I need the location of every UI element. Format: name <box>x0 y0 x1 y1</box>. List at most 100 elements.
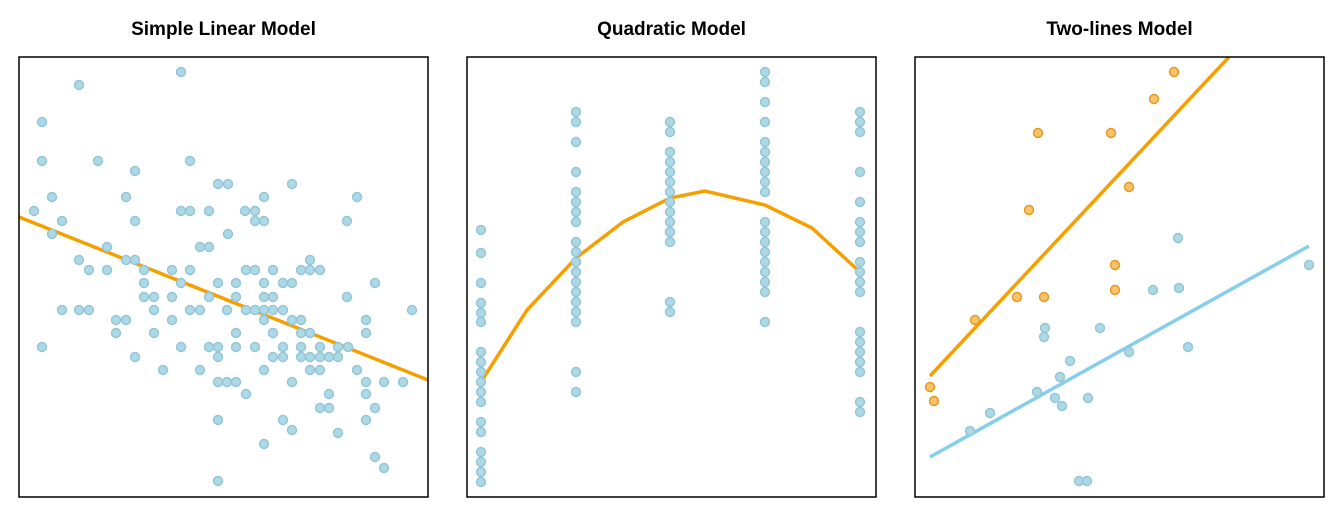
point <box>28 205 40 217</box>
point <box>203 241 215 253</box>
fit-line <box>928 57 1231 378</box>
point <box>129 254 141 266</box>
point <box>277 304 289 316</box>
point <box>175 341 187 353</box>
point <box>475 356 487 368</box>
point <box>759 226 771 238</box>
point <box>570 306 582 318</box>
point <box>341 215 353 227</box>
point <box>475 307 487 319</box>
point <box>1182 341 1194 353</box>
point <box>175 66 187 78</box>
point <box>332 427 344 439</box>
point <box>286 314 298 326</box>
point <box>1056 400 1068 412</box>
point <box>854 406 866 418</box>
point <box>249 264 261 276</box>
point <box>129 215 141 227</box>
point <box>148 291 160 303</box>
point <box>360 376 372 388</box>
point <box>295 314 307 326</box>
point <box>222 178 234 190</box>
point <box>475 456 487 468</box>
point <box>570 386 582 398</box>
point <box>475 466 487 478</box>
point <box>1032 127 1044 139</box>
point <box>304 327 316 339</box>
point <box>1049 392 1061 404</box>
point <box>664 166 676 178</box>
point <box>184 264 196 276</box>
point <box>1064 355 1076 367</box>
point <box>1038 331 1050 343</box>
point <box>397 376 409 388</box>
point <box>249 341 261 353</box>
point <box>924 381 936 393</box>
point <box>258 304 270 316</box>
point <box>570 276 582 288</box>
point <box>854 326 866 338</box>
point <box>664 146 676 158</box>
point <box>129 351 141 363</box>
point <box>1147 284 1159 296</box>
point <box>475 366 487 378</box>
point <box>277 341 289 353</box>
point <box>475 416 487 428</box>
point <box>664 126 676 138</box>
point <box>664 196 676 208</box>
panel: Two-lines Model <box>914 19 1325 498</box>
point <box>203 205 215 217</box>
point <box>854 226 866 238</box>
point <box>184 304 196 316</box>
point <box>1172 232 1184 244</box>
point <box>166 314 178 326</box>
point <box>36 341 48 353</box>
point <box>854 336 866 348</box>
point <box>341 291 353 303</box>
point <box>212 414 224 426</box>
point <box>203 291 215 303</box>
point <box>73 304 85 316</box>
point <box>295 264 307 276</box>
point <box>304 264 316 276</box>
point <box>854 266 866 278</box>
point <box>286 376 298 388</box>
point <box>295 351 307 363</box>
point <box>854 256 866 268</box>
point <box>759 66 771 78</box>
point <box>221 376 233 388</box>
point <box>854 396 866 408</box>
point <box>759 76 771 88</box>
point <box>120 314 132 326</box>
point <box>475 346 487 358</box>
point <box>1039 322 1051 334</box>
point <box>230 376 242 388</box>
point <box>360 414 372 426</box>
point <box>230 341 242 353</box>
point <box>570 236 582 248</box>
point <box>664 236 676 248</box>
plot-frame <box>18 56 429 498</box>
point <box>360 314 372 326</box>
point <box>1109 284 1121 296</box>
point <box>286 277 298 289</box>
point <box>314 402 326 414</box>
point <box>314 341 326 353</box>
point <box>240 264 252 276</box>
point <box>1023 204 1035 216</box>
point <box>475 224 487 236</box>
point <box>212 277 224 289</box>
fit-line <box>19 215 428 382</box>
point <box>406 304 418 316</box>
point <box>73 254 85 266</box>
point <box>759 96 771 108</box>
point <box>212 351 224 363</box>
point <box>570 296 582 308</box>
point <box>1082 392 1094 404</box>
point <box>475 316 487 328</box>
point <box>304 254 316 266</box>
point <box>1123 346 1135 358</box>
point <box>295 327 307 339</box>
point <box>854 366 866 378</box>
point <box>1054 371 1066 383</box>
